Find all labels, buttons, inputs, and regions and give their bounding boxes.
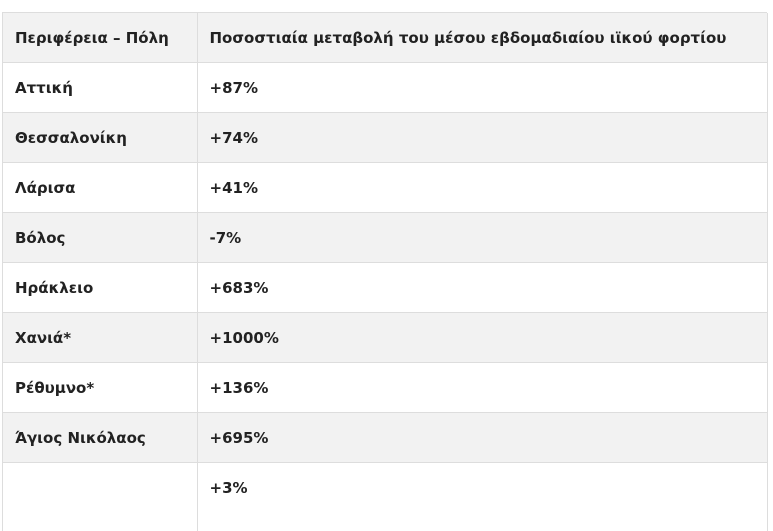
change-cell: +87%: [197, 63, 767, 113]
change-cell: -7%: [197, 213, 767, 263]
table-row: Θεσσαλονίκη +74%: [3, 113, 767, 163]
change-cell: +683%: [197, 263, 767, 313]
region-cell: Ρέθυμνο*: [3, 363, 197, 413]
change-cell: +1000%: [197, 313, 767, 363]
table-body: Αττική +87% Θεσσαλονίκη +74% Λάρισα +41%…: [3, 63, 767, 531]
region-cell: Ηράκλειο: [3, 263, 197, 313]
header-change: Ποσοστιαία μεταβολή του μέσου εβδομαδιαί…: [197, 13, 767, 63]
table-row: Ρέθυμνο* +136%: [3, 363, 767, 413]
table-header: Περιφέρεια – Πόλη Ποσοστιαία μεταβολή το…: [3, 13, 767, 63]
change-cell: +136%: [197, 363, 767, 413]
table-row: Ηράκλειο +683%: [3, 263, 767, 313]
change-cell: +74%: [197, 113, 767, 163]
table-row: Αττική +87%: [3, 63, 767, 113]
region-cell: Θεσσαλονίκη: [3, 113, 197, 163]
table-row: +3%: [3, 463, 767, 531]
region-cell: Λάρισα: [3, 163, 197, 213]
change-cell: +3%: [197, 463, 767, 531]
change-cell: +41%: [197, 163, 767, 213]
region-cell: Χανιά*: [3, 313, 197, 363]
change-cell: +695%: [197, 413, 767, 463]
header-row: Περιφέρεια – Πόλη Ποσοστιαία μεταβολή το…: [3, 13, 767, 63]
region-cell: [3, 463, 197, 531]
table-row: Άγιος Νικόλαος +695%: [3, 413, 767, 463]
header-region: Περιφέρεια – Πόλη: [3, 13, 197, 63]
table-row: Χανιά* +1000%: [3, 313, 767, 363]
region-cell: Άγιος Νικόλαος: [3, 413, 197, 463]
data-table-container: Περιφέρεια – Πόλη Ποσοστιαία μεταβολή το…: [2, 12, 767, 531]
table-row: Βόλος -7%: [3, 213, 767, 263]
viral-load-table: Περιφέρεια – Πόλη Ποσοστιαία μεταβολή το…: [3, 13, 768, 531]
table-row: Λάρισα +41%: [3, 163, 767, 213]
region-cell: Βόλος: [3, 213, 197, 263]
region-cell: Αττική: [3, 63, 197, 113]
